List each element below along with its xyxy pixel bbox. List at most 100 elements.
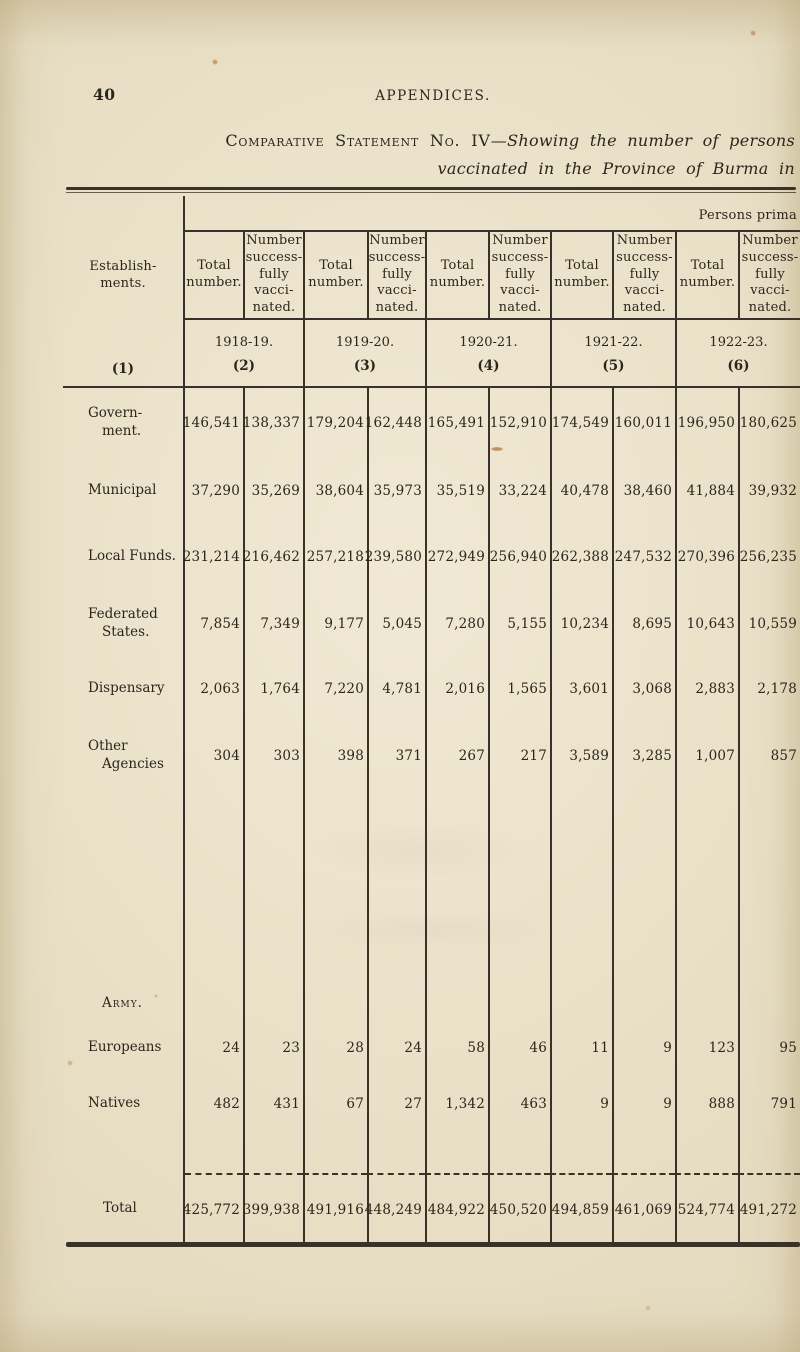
year-group-header-191920: 1919-20. (3) bbox=[303, 320, 425, 388]
total-number-header: Total number. bbox=[550, 232, 612, 320]
spacer-cell bbox=[488, 1135, 550, 1173]
row-label-other-agencies: Other Agencies bbox=[63, 722, 185, 790]
row-label-government: Govern- ment. bbox=[63, 388, 185, 458]
value-cell-government-2: 179,204 bbox=[303, 388, 367, 458]
army-heading-empty-cell bbox=[367, 985, 425, 1023]
value-cell-dispensary-6: 3,601 bbox=[550, 656, 612, 722]
value-cell-municipal-9: 39,932 bbox=[738, 458, 800, 523]
page-number: 40 bbox=[93, 85, 116, 104]
total-number-header: Total number. bbox=[185, 232, 243, 320]
title-rule bbox=[66, 187, 796, 193]
value-cell-local-funds-7: 247,532 bbox=[612, 523, 675, 591]
value-cell-other-agencies-4: 267 bbox=[425, 722, 488, 790]
value-cell-local-funds-2: 257,218 bbox=[303, 523, 367, 591]
value-cell-dispensary-8: 2,883 bbox=[675, 656, 738, 722]
value-cell-other-agencies-9: 857 bbox=[738, 722, 800, 790]
value-cell-municipal-5: 33,224 bbox=[488, 458, 550, 523]
spacer-cell bbox=[367, 1135, 425, 1173]
value-cell-federated-states-8: 10,643 bbox=[675, 591, 738, 656]
value-cell-total-5: 450,520 bbox=[488, 1173, 550, 1245]
value-cell-federated-states-7: 8,695 bbox=[612, 591, 675, 656]
value-cell-local-funds-1: 216,462 bbox=[243, 523, 303, 591]
value-cell-government-5: 152,910 bbox=[488, 388, 550, 458]
value-cell-other-agencies-7: 3,285 bbox=[612, 722, 675, 790]
value-cell-federated-states-0: 7,854 bbox=[200, 615, 240, 632]
column-number: (2) bbox=[232, 357, 256, 374]
army-heading-empty-cell bbox=[185, 985, 243, 1023]
year-group-header-192122: 1921-22. (5) bbox=[550, 320, 675, 388]
value-cell-total-4: 484,922 bbox=[425, 1173, 488, 1245]
value-cell-municipal-0: 37,290 bbox=[191, 482, 240, 499]
spacer-cell bbox=[63, 790, 185, 985]
value-cell-government-4: 165,491 bbox=[425, 388, 488, 458]
row-label-europeans: Europeans bbox=[63, 1023, 185, 1073]
value-cell-other-agencies-3: 371 bbox=[367, 722, 425, 790]
value-cell-government-3: 162,448 bbox=[365, 388, 425, 458]
value-cell-total-1: 399,938 bbox=[243, 1173, 303, 1245]
value-cell-europeans-8: 123 bbox=[675, 1023, 738, 1073]
value-cell-europeans-9: 95 bbox=[738, 1023, 800, 1073]
value-cell-local-funds-9: 256,235 bbox=[738, 523, 800, 591]
value-cell-other-agencies-0: 304 bbox=[213, 748, 240, 764]
continuation-note: Persons prima bbox=[185, 196, 800, 232]
value-cell-municipal-7: 38,460 bbox=[612, 458, 675, 523]
year-label: 1920-21. bbox=[459, 334, 518, 350]
successfully-vaccinated-header: Number success- fully vacci- nated. bbox=[738, 232, 800, 320]
year-label: 1918-19. bbox=[214, 334, 274, 350]
value-cell-total-6: 494,859 bbox=[550, 1173, 612, 1245]
value-cell-natives-4: 1,342 bbox=[425, 1073, 488, 1135]
value-cell-europeans-6: 11 bbox=[550, 1023, 612, 1073]
title-italic-line2: vaccinated in the Province of Burma in bbox=[437, 159, 795, 178]
value-cell-dispensary-4: 2,016 bbox=[425, 656, 488, 722]
spacer-cell bbox=[185, 1135, 243, 1173]
value-cell-dispensary-1: 1,764 bbox=[243, 656, 303, 722]
value-cell-municipal-2: 38,604 bbox=[303, 458, 367, 523]
running-header: APPENDICES. bbox=[375, 88, 491, 104]
corner-cell bbox=[63, 196, 185, 232]
value-cell-europeans-5: 46 bbox=[488, 1023, 550, 1073]
spacer-cell bbox=[243, 1135, 303, 1173]
value-cell-europeans-7: 9 bbox=[612, 1023, 675, 1073]
value-cell-total-7: 461,069 bbox=[612, 1173, 675, 1245]
value-cell-local-funds-3: 239,580 bbox=[365, 523, 425, 591]
value-cell-natives-3: 27 bbox=[367, 1073, 425, 1135]
year-group-header-191819: 1918-19. (2) bbox=[185, 320, 303, 388]
value-cell-local-funds-4: 272,949 bbox=[425, 523, 488, 591]
value-cell-local-funds-8: 270,396 bbox=[675, 523, 738, 591]
value-cell-municipal-8: 41,884 bbox=[675, 458, 738, 523]
spacer-cell bbox=[612, 790, 675, 985]
value-cell-natives-9: 791 bbox=[738, 1073, 800, 1135]
year-group-header-192021: 1920-21. (4) bbox=[425, 320, 550, 388]
year-label: 1919-20. bbox=[335, 334, 395, 350]
value-cell-municipal-6: 40,478 bbox=[550, 458, 612, 523]
army-heading-empty-cell bbox=[738, 985, 800, 1023]
title-line-2: vaccinated in the Province of Burma in bbox=[185, 155, 795, 183]
value-cell-natives-6: 9 bbox=[550, 1073, 612, 1135]
column-number: (3) bbox=[353, 357, 377, 374]
spacer-cell bbox=[550, 1135, 612, 1173]
value-cell-local-funds-6: 262,388 bbox=[550, 523, 612, 591]
spacer-cell bbox=[675, 1135, 738, 1173]
total-number-header: Total number. bbox=[425, 232, 488, 320]
title-prefix: Comparative Statement No. IV bbox=[225, 131, 491, 150]
value-cell-government-6: 174,549 bbox=[550, 388, 612, 458]
year-group-header-192223: 1922-23. (6) bbox=[675, 320, 800, 388]
total-number-header: Total number. bbox=[303, 232, 367, 320]
army-heading-empty-cell bbox=[303, 985, 367, 1023]
value-cell-other-agencies-2: 398 bbox=[303, 722, 367, 790]
value-cell-dispensary-3: 4,781 bbox=[367, 656, 425, 722]
value-cell-natives-1: 431 bbox=[243, 1073, 303, 1135]
value-cell-total-9: 491,272 bbox=[738, 1173, 800, 1245]
spacer-cell bbox=[738, 1135, 800, 1173]
value-cell-total-8: 524,774 bbox=[675, 1173, 738, 1245]
row-label-local-funds: Local Funds. bbox=[63, 523, 185, 591]
value-cell-natives-7: 9 bbox=[612, 1073, 675, 1135]
value-cell-local-funds-5: 256,940 bbox=[488, 523, 550, 591]
value-cell-europeans-1: 23 bbox=[243, 1023, 303, 1073]
spacer-cell bbox=[243, 790, 303, 985]
row-label-dispensary: Dispensary bbox=[63, 656, 185, 722]
value-cell-government-7: 160,011 bbox=[612, 388, 675, 458]
row-label-natives: Natives bbox=[63, 1073, 185, 1135]
value-cell-total-2: 491,916 bbox=[303, 1173, 367, 1245]
